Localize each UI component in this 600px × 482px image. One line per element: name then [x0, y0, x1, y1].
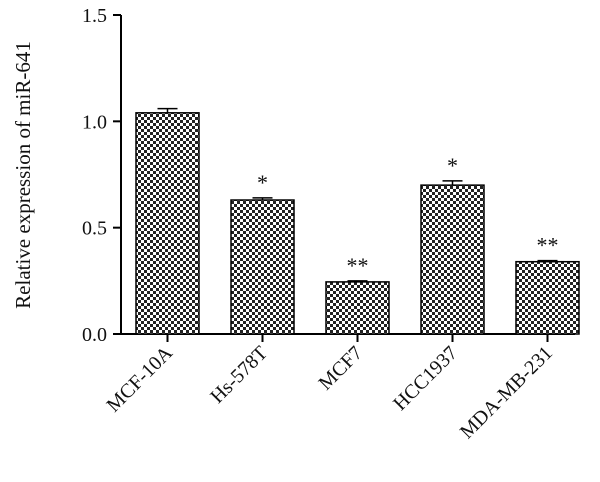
x-category-label: Hs-578T	[206, 342, 272, 408]
x-category-label: MCF-10A	[103, 342, 178, 417]
x-category-label: MDA-MB-231	[456, 342, 557, 443]
bar-hs-578t	[230, 199, 295, 335]
x-category-label: HCC1937	[389, 342, 462, 415]
y-tick-label: 0.0	[82, 324, 107, 346]
bar-mcf-10a	[135, 112, 200, 335]
significance-marker: *	[447, 153, 458, 178]
significance-marker: **	[347, 253, 369, 278]
y-axis: 0.0 0.5 1.0 1.5	[82, 5, 122, 346]
y-tick-label: 0.5	[82, 218, 107, 240]
significance-marker: *	[257, 170, 268, 195]
y-tick-label: 1.5	[82, 5, 107, 27]
significance-marker: **	[537, 233, 559, 258]
x-category-label: MCF7	[315, 342, 368, 395]
x-axis	[121, 333, 575, 342]
y-axis-label: Relative expression of miR-641	[11, 41, 35, 309]
bar-mcf7	[325, 281, 390, 335]
bars-group: ******	[135, 107, 580, 335]
bar-hcc1937	[420, 184, 485, 335]
y-tick-label: 1.0	[82, 111, 107, 133]
bar-mda-mb-231	[515, 260, 580, 335]
